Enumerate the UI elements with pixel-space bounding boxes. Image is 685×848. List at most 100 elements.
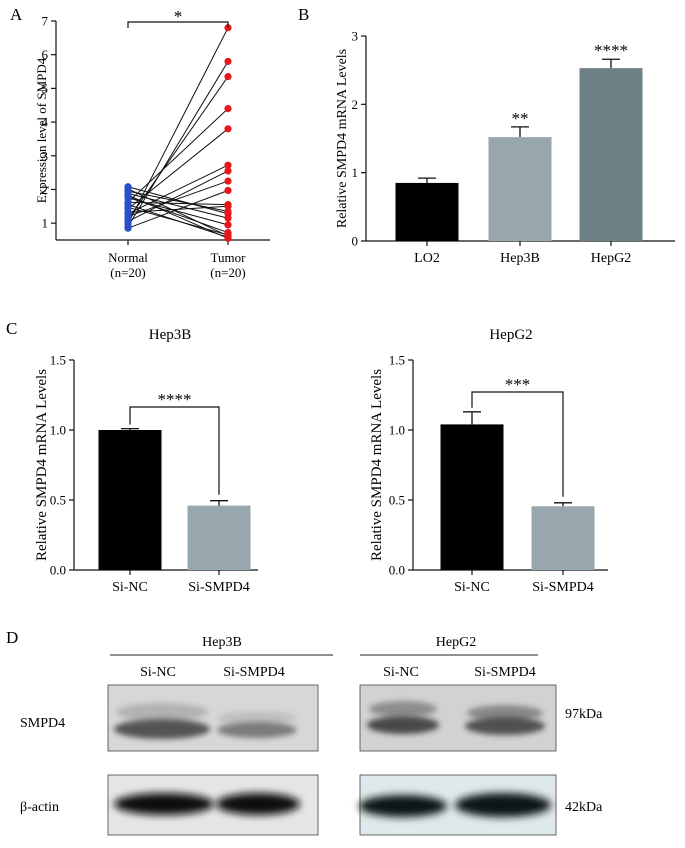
- y-tick-label: 7: [42, 14, 49, 29]
- blot-lane-label: Si-NC: [140, 665, 176, 680]
- bar: [395, 182, 459, 241]
- blot-lane-label: Si-SMPD4: [223, 665, 284, 680]
- pair-line: [127, 170, 229, 222]
- blot-lane-label: Si-SMPD4: [474, 665, 535, 680]
- blot-size-label-97kda: 97kDa: [565, 707, 603, 722]
- pair-line: [127, 108, 229, 203]
- point-tumor: [224, 72, 232, 81]
- point-tumor: [224, 221, 232, 229]
- y-tick-label: 2: [352, 97, 359, 112]
- panel-label-d: D: [6, 628, 18, 647]
- significance-bracket: [127, 21, 229, 28]
- y-tick-label: 1: [42, 216, 49, 231]
- pair-line: [127, 128, 229, 210]
- blot-size-label-42kda: 42kDa: [565, 800, 603, 815]
- point-normal: [124, 212, 132, 221]
- pair-line: [127, 61, 229, 227]
- y-tick-label: 3: [42, 148, 49, 163]
- x-tick-sublabel: (n=20): [110, 265, 146, 280]
- y-tick-label: 0: [352, 234, 359, 249]
- y-tick-label: 1.0: [50, 423, 66, 438]
- pair-line: [127, 180, 229, 217]
- blot-group-label-hep3b: Hep3B: [202, 635, 242, 650]
- x-tick-label: Si-NC: [454, 580, 490, 595]
- bar: [440, 424, 504, 570]
- point-tumor: [224, 186, 232, 195]
- x-tick-label: Si-SMPD4: [532, 580, 593, 595]
- blot-image-smpd4-hepg2: [359, 684, 557, 752]
- y-tick-label: 4: [42, 115, 49, 130]
- y-tick-label: 0.5: [389, 493, 405, 508]
- blot-image-actin-hepg2: [359, 774, 557, 836]
- significance-label: ****: [158, 390, 192, 409]
- blot-row-label-smpd4: SMPD4: [20, 716, 65, 731]
- blot-image-smpd4-hep3b: [107, 684, 319, 752]
- pair-line: [127, 27, 229, 225]
- bar: [187, 505, 251, 570]
- y-axis-label: Expression level of SMPD4: [34, 57, 49, 203]
- pair-line: [127, 190, 229, 212]
- y-tick-label: 0.5: [50, 493, 66, 508]
- y-tick-label: 5: [42, 81, 49, 96]
- pair-line: [127, 201, 229, 206]
- point-tumor: [224, 57, 232, 66]
- x-tick-label: Hep3B: [500, 251, 540, 266]
- point-tumor: [224, 105, 232, 113]
- panel-label-b: B: [298, 5, 309, 24]
- y-tick-label: 0.0: [389, 563, 405, 578]
- point-tumor: [224, 167, 232, 175]
- y-axis-label: Relative SMPD4 mRNA Levels: [335, 49, 350, 228]
- y-tick-label: 1: [352, 165, 359, 180]
- y-tick-label: 3: [352, 29, 359, 44]
- point-tumor: [224, 161, 232, 169]
- y-tick-label: 0.0: [50, 563, 66, 578]
- x-tick-sublabel: (n=20): [210, 265, 246, 280]
- chart-title: HepG2: [489, 327, 532, 343]
- x-tick-label: LO2: [414, 251, 440, 266]
- point-normal: [124, 224, 132, 232]
- blot-lane-label: Si-NC: [383, 665, 419, 680]
- y-tick-label: 1.5: [50, 353, 66, 368]
- point-tumor: [224, 214, 232, 222]
- x-tick-label: HepG2: [591, 251, 631, 266]
- x-tick-label: Tumor: [211, 250, 247, 265]
- pair-line: [127, 76, 229, 221]
- point-normal: [124, 217, 132, 226]
- point-tumor: [224, 207, 232, 215]
- y-tick-label: 1.5: [389, 353, 405, 368]
- x-tick-label: Si-NC: [112, 580, 148, 595]
- significance-label: ***: [505, 375, 531, 394]
- panel-label-a: A: [10, 5, 23, 24]
- point-tumor: [224, 231, 232, 239]
- point-tumor: [224, 125, 232, 133]
- y-axis-label: Relative SMPD4 mRNA Levels: [369, 369, 385, 561]
- bar: [488, 137, 552, 241]
- y-tick-label: 1.0: [389, 423, 405, 438]
- significance-label: ****: [594, 41, 628, 60]
- blot-row-label-actin: β-actin: [20, 800, 59, 815]
- x-tick-label: Si-SMPD4: [188, 580, 249, 595]
- pair-line: [127, 193, 229, 219]
- pair-line: [127, 190, 229, 229]
- significance-bracket: [129, 406, 220, 495]
- bar: [98, 430, 162, 570]
- point-normal: [124, 198, 132, 206]
- y-tick-label: 6: [42, 47, 49, 62]
- significance-label: *: [174, 7, 183, 26]
- blot-group-label-hepg2: HepG2: [436, 635, 476, 650]
- significance-label: **: [512, 109, 529, 128]
- significance-bracket: [471, 391, 564, 497]
- blot-image-actin-hep3b: [107, 774, 319, 836]
- pair-line: [127, 164, 229, 215]
- x-tick-label: Normal: [108, 250, 148, 265]
- point-tumor: [224, 177, 232, 185]
- y-axis-label: Relative SMPD4 mRNA Levels: [34, 369, 50, 561]
- pair-line: [127, 206, 229, 236]
- chart-title: Hep3B: [149, 327, 192, 343]
- bar: [531, 506, 595, 570]
- y-tick-label: 2: [42, 182, 49, 197]
